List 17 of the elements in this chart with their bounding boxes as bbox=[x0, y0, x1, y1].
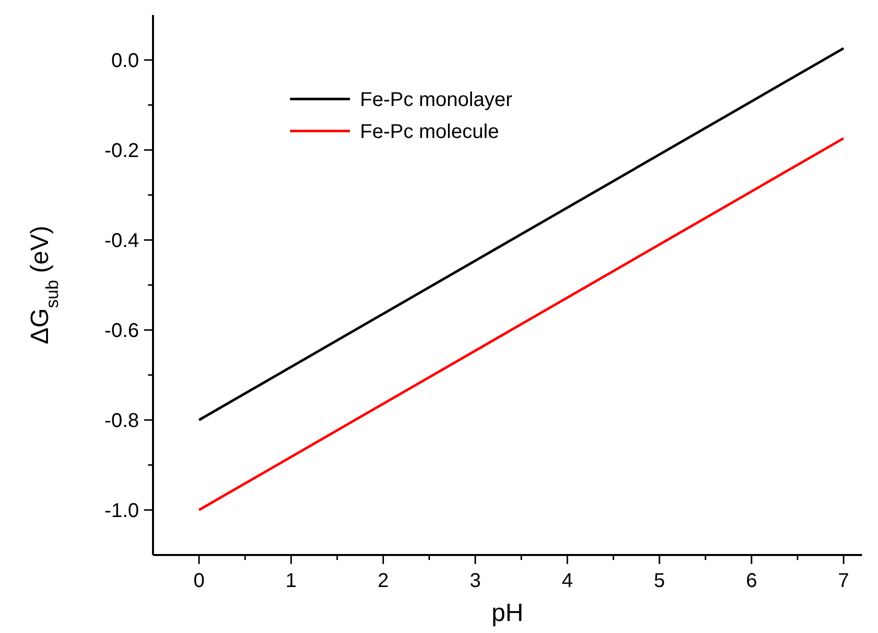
x-tick-label: 0 bbox=[193, 570, 205, 592]
y-tick-label: -0.2 bbox=[104, 140, 139, 162]
x-tick-label: 6 bbox=[746, 570, 758, 592]
y-tick-label: -0.8 bbox=[104, 410, 139, 432]
x-tick-label: 2 bbox=[378, 570, 389, 592]
y-tick-label: -0.4 bbox=[104, 230, 139, 252]
y-tick-label: 0.0 bbox=[111, 50, 139, 72]
y-tick-label: -0.6 bbox=[104, 320, 139, 342]
legend-label: Fe-Pc molecule bbox=[360, 121, 499, 143]
x-tick-label: 4 bbox=[562, 570, 573, 592]
y-tick-label: -1.0 bbox=[104, 500, 139, 522]
x-tick-label: 3 bbox=[470, 570, 481, 592]
legend-label: Fe-Pc monolayer bbox=[360, 89, 513, 111]
x-tick-label: 1 bbox=[286, 570, 297, 592]
x-tick-label: 5 bbox=[654, 570, 665, 592]
x-tick-label: 7 bbox=[838, 570, 850, 592]
x-axis-title: pH bbox=[492, 599, 524, 627]
